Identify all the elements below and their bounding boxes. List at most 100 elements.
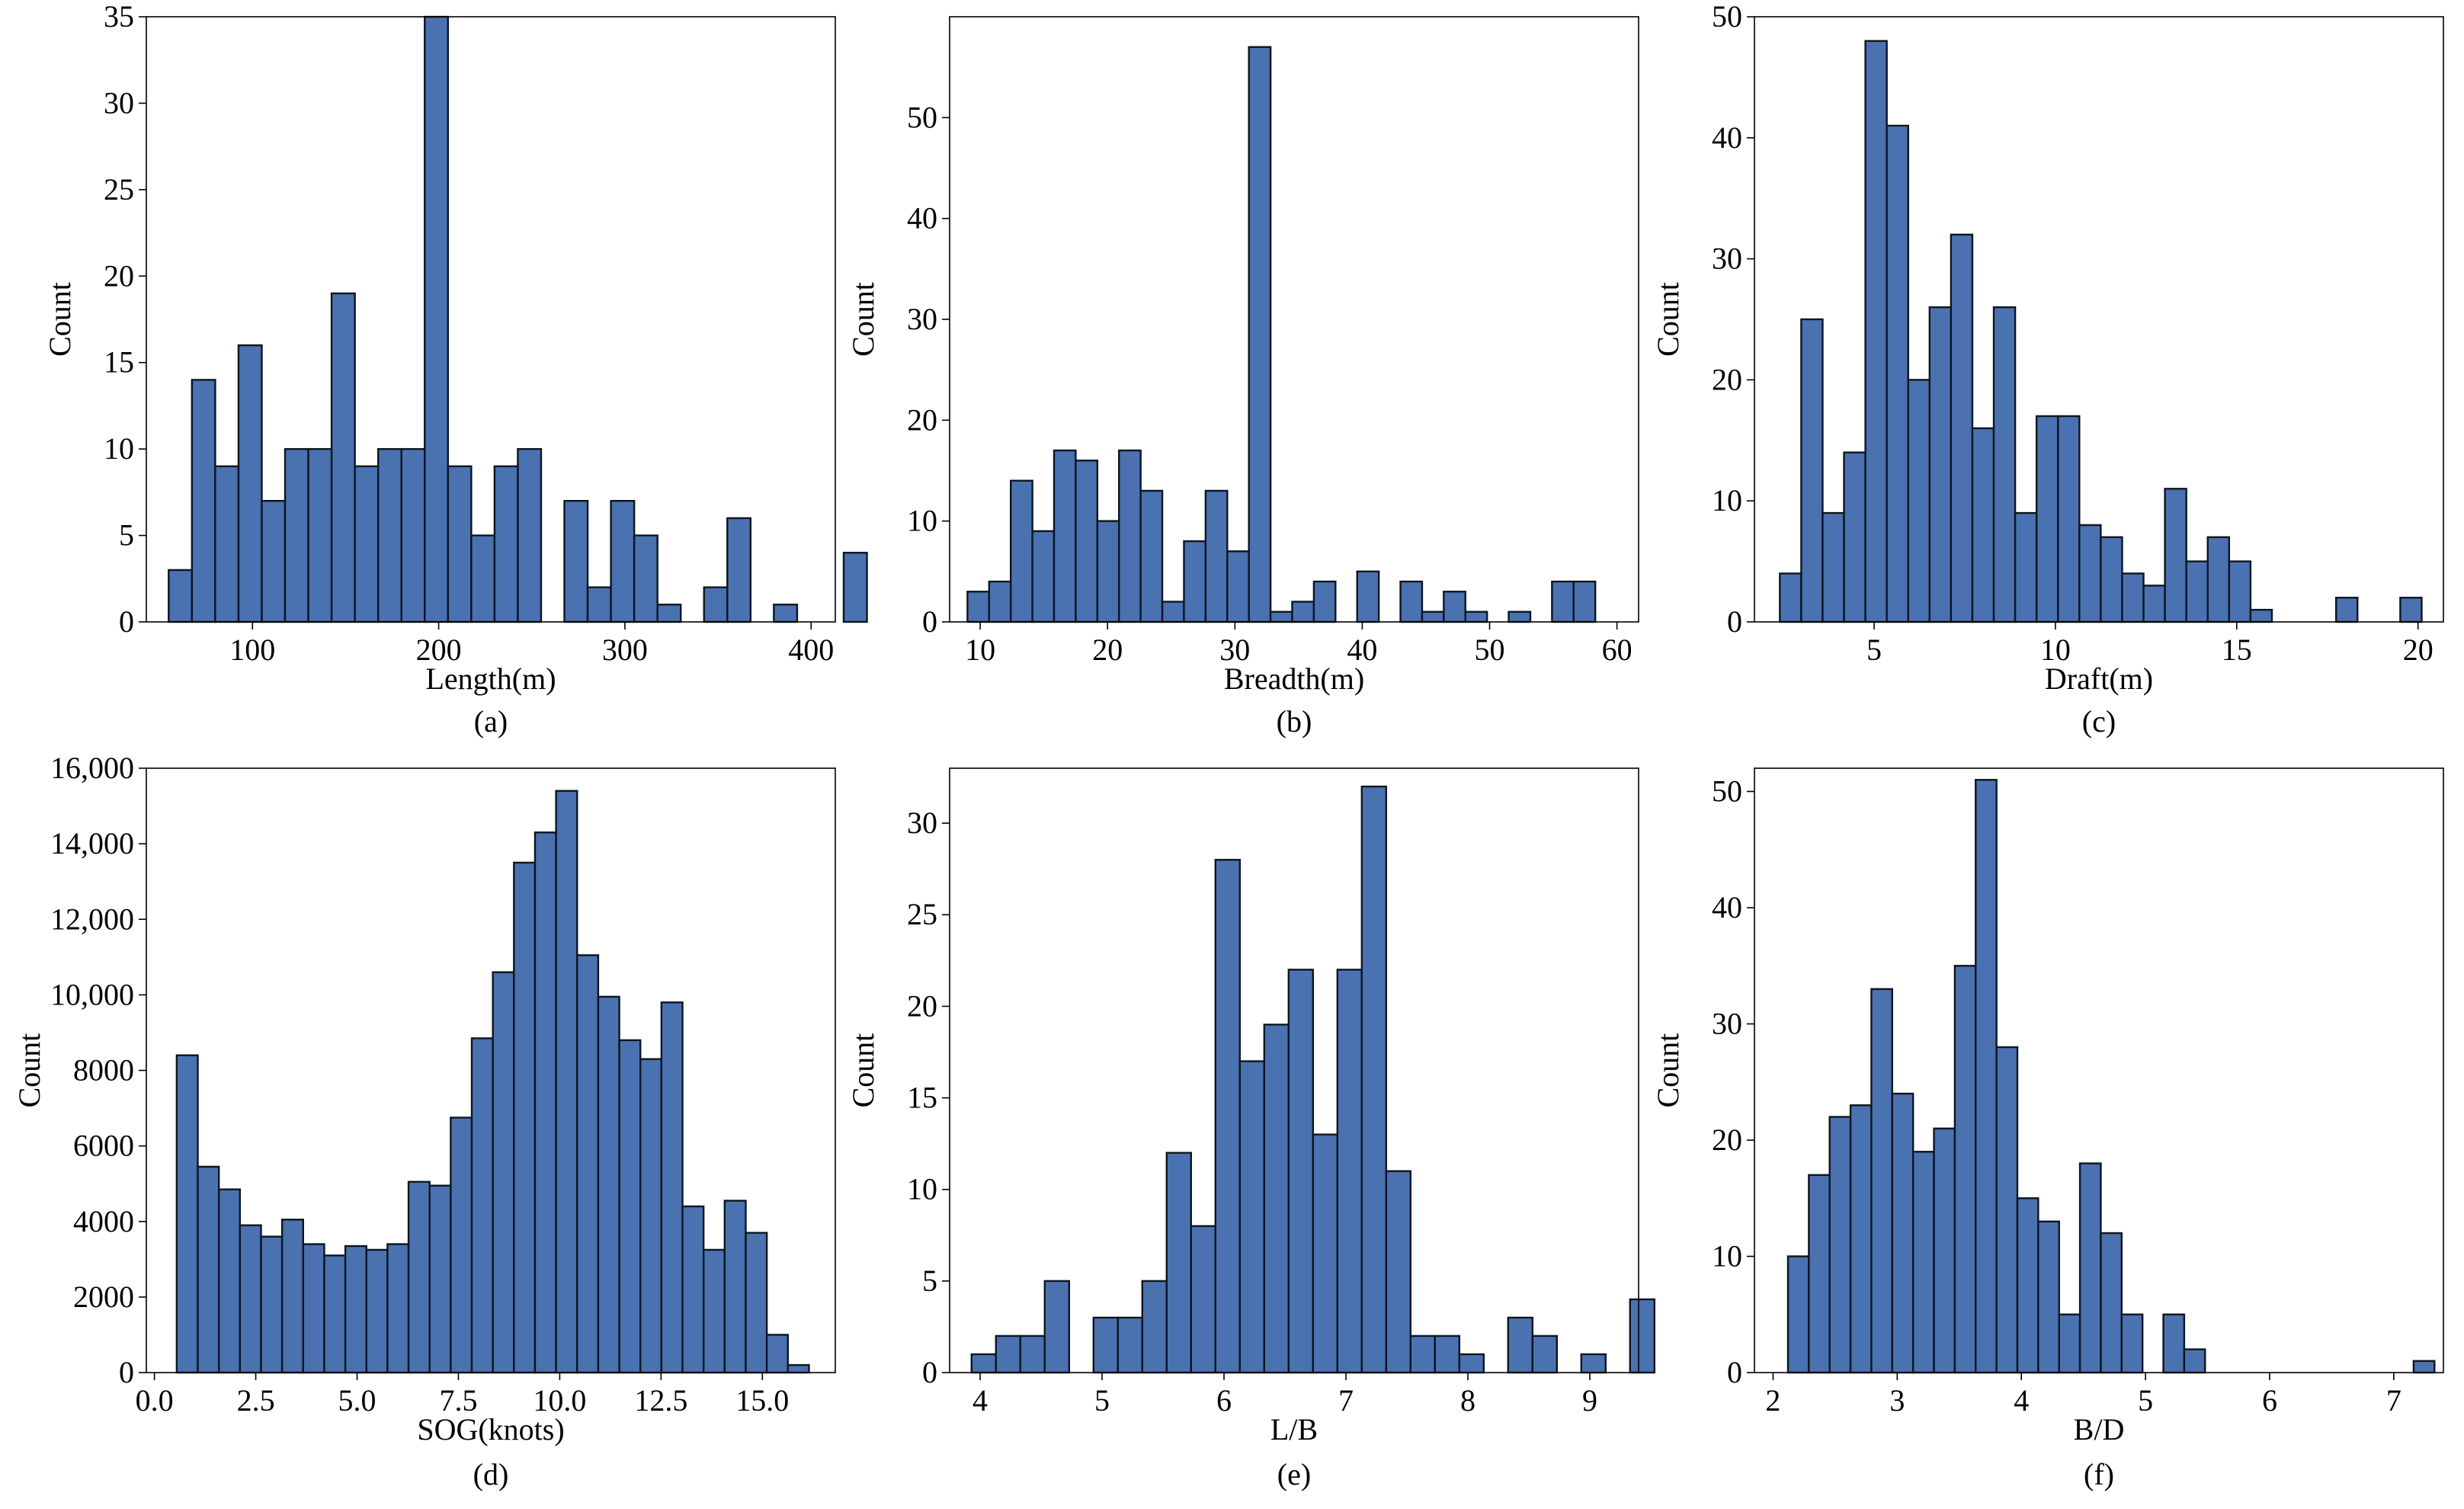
histogram-bar — [1849, 1104, 1873, 1374]
histogram-bar — [517, 447, 543, 623]
x-tick-label: 3 — [1889, 1383, 1905, 1418]
bars — [175, 790, 810, 1374]
histogram-bar — [1287, 969, 1315, 1374]
y-tick-label: 25 — [104, 172, 134, 207]
y-tick-label: 2000 — [73, 1280, 134, 1314]
histogram-bar — [1161, 601, 1185, 623]
histogram-bar — [656, 604, 682, 623]
y-tick-label: 50 — [907, 100, 937, 134]
y-tick-label: 15 — [907, 1081, 937, 1115]
histogram-bar — [1165, 1152, 1193, 1374]
histogram-bar — [660, 1001, 684, 1374]
x-axis-title: SOG(knots) — [417, 1412, 564, 1447]
histogram-bar — [1551, 580, 1575, 623]
histogram-bar — [1118, 449, 1142, 623]
axes-frame — [146, 16, 836, 623]
histogram-bar — [1434, 1334, 1461, 1374]
y-tick-label: 0 — [922, 1355, 937, 1389]
histogram-bar — [1141, 1280, 1168, 1374]
histogram-bar — [1356, 570, 1380, 623]
histogram-bar — [1269, 610, 1293, 623]
histogram-bar — [2078, 1162, 2102, 1374]
histogram-bar — [428, 1184, 452, 1374]
histogram-bar — [586, 586, 612, 623]
panel-caption: (d) — [473, 1457, 509, 1491]
histogram-bar — [2399, 597, 2423, 623]
histogram-bar — [2185, 560, 2209, 623]
histogram-bar — [2120, 1313, 2144, 1374]
chart-panel-a: 100 200 300 400 0 5 10 15 20 25 30 35 Length(m) Count… — [43, 0, 868, 738]
y-tick-label: 4000 — [73, 1204, 134, 1238]
histogram-bar — [1263, 1024, 1290, 1374]
histogram-bar — [214, 465, 240, 623]
histogram-bar — [1360, 785, 1388, 1374]
x-tick-label: 200 — [416, 633, 462, 667]
histogram-bar — [323, 1254, 347, 1374]
histogram-bar — [726, 517, 752, 623]
histogram-bar — [765, 1334, 789, 1374]
histogram-bar — [1843, 451, 1866, 623]
histogram-bar — [2121, 572, 2145, 623]
x-axis-title: Length(m) — [425, 662, 556, 696]
histogram-bar — [386, 1243, 410, 1374]
histogram-bar — [1995, 1046, 2019, 1374]
bars — [966, 46, 1597, 623]
y-tick-label: 15 — [104, 345, 134, 380]
histogram-bar — [2035, 415, 2059, 623]
histogram-bar — [1139, 489, 1164, 623]
histogram-bar — [1458, 1353, 1485, 1374]
histogram-bar — [2206, 536, 2231, 623]
histogram-bar — [365, 1248, 389, 1374]
x-tick-label: 4 — [972, 1383, 988, 1418]
x-tick-label: 4 — [2014, 1383, 2029, 1418]
histogram-bar — [284, 447, 309, 623]
histogram-bar — [2100, 536, 2123, 623]
histogram-bar — [1204, 489, 1229, 623]
histogram-bar — [1019, 1334, 1046, 1374]
histogram-bar — [1800, 318, 1824, 623]
histogram-bar — [217, 1188, 242, 1374]
y-tick-label: 10 — [907, 504, 937, 538]
y-axis-title: Count — [846, 1033, 880, 1108]
histogram-bar — [424, 15, 450, 623]
y-tick-label: 30 — [907, 806, 937, 840]
histogram-bar — [1226, 550, 1250, 623]
histogram-bar — [1531, 1334, 1559, 1374]
histogram-bar — [597, 995, 620, 1374]
y-axis-title: Count — [846, 282, 880, 357]
y-tick-label: 10 — [1712, 483, 1742, 517]
histogram-bar — [1507, 1316, 1534, 1374]
y-tick-label: 0 — [119, 1355, 134, 1389]
histogram-bar — [330, 292, 356, 623]
histogram-bar — [1953, 965, 1977, 1374]
y-tick-label: 20 — [1712, 1123, 1742, 1157]
histogram-bar — [513, 861, 537, 1374]
y-tick-label: 5 — [119, 518, 134, 553]
x-tick-label: 5 — [1866, 633, 1882, 667]
histogram-bar — [633, 534, 658, 623]
histogram-bar — [1031, 530, 1056, 623]
panel-caption: (f) — [2084, 1457, 2114, 1491]
histogram-bar — [1075, 460, 1099, 623]
histogram-bar — [447, 465, 473, 623]
histogram-bar — [2016, 1197, 2039, 1374]
y-tick-label: 40 — [1712, 120, 1742, 155]
y-tick-label: 30 — [1712, 242, 1742, 276]
y-tick-label: 20 — [104, 258, 134, 293]
histogram-bar — [307, 447, 333, 623]
y-tick-label: 40 — [1712, 890, 1742, 924]
histogram-bar — [966, 591, 991, 623]
histogram-bar — [400, 447, 426, 623]
histogram-bar — [703, 586, 729, 623]
histogram-bar — [237, 344, 263, 623]
histogram-bar — [610, 500, 636, 623]
histogram-bar — [745, 1232, 768, 1374]
x-tick-label: 8 — [1460, 1383, 1476, 1418]
histogram-bar — [1886, 124, 1909, 623]
histogram-bar — [842, 552, 868, 623]
chart-panel-c: 5 10 15 20 0 10 20 30 40 50 Draft(m) Count (c) — [1651, 0, 2444, 738]
x-tick-label: 2.5 — [237, 1383, 275, 1418]
histogram-bar — [1572, 580, 1597, 623]
histogram-bar — [2058, 1313, 2081, 1374]
